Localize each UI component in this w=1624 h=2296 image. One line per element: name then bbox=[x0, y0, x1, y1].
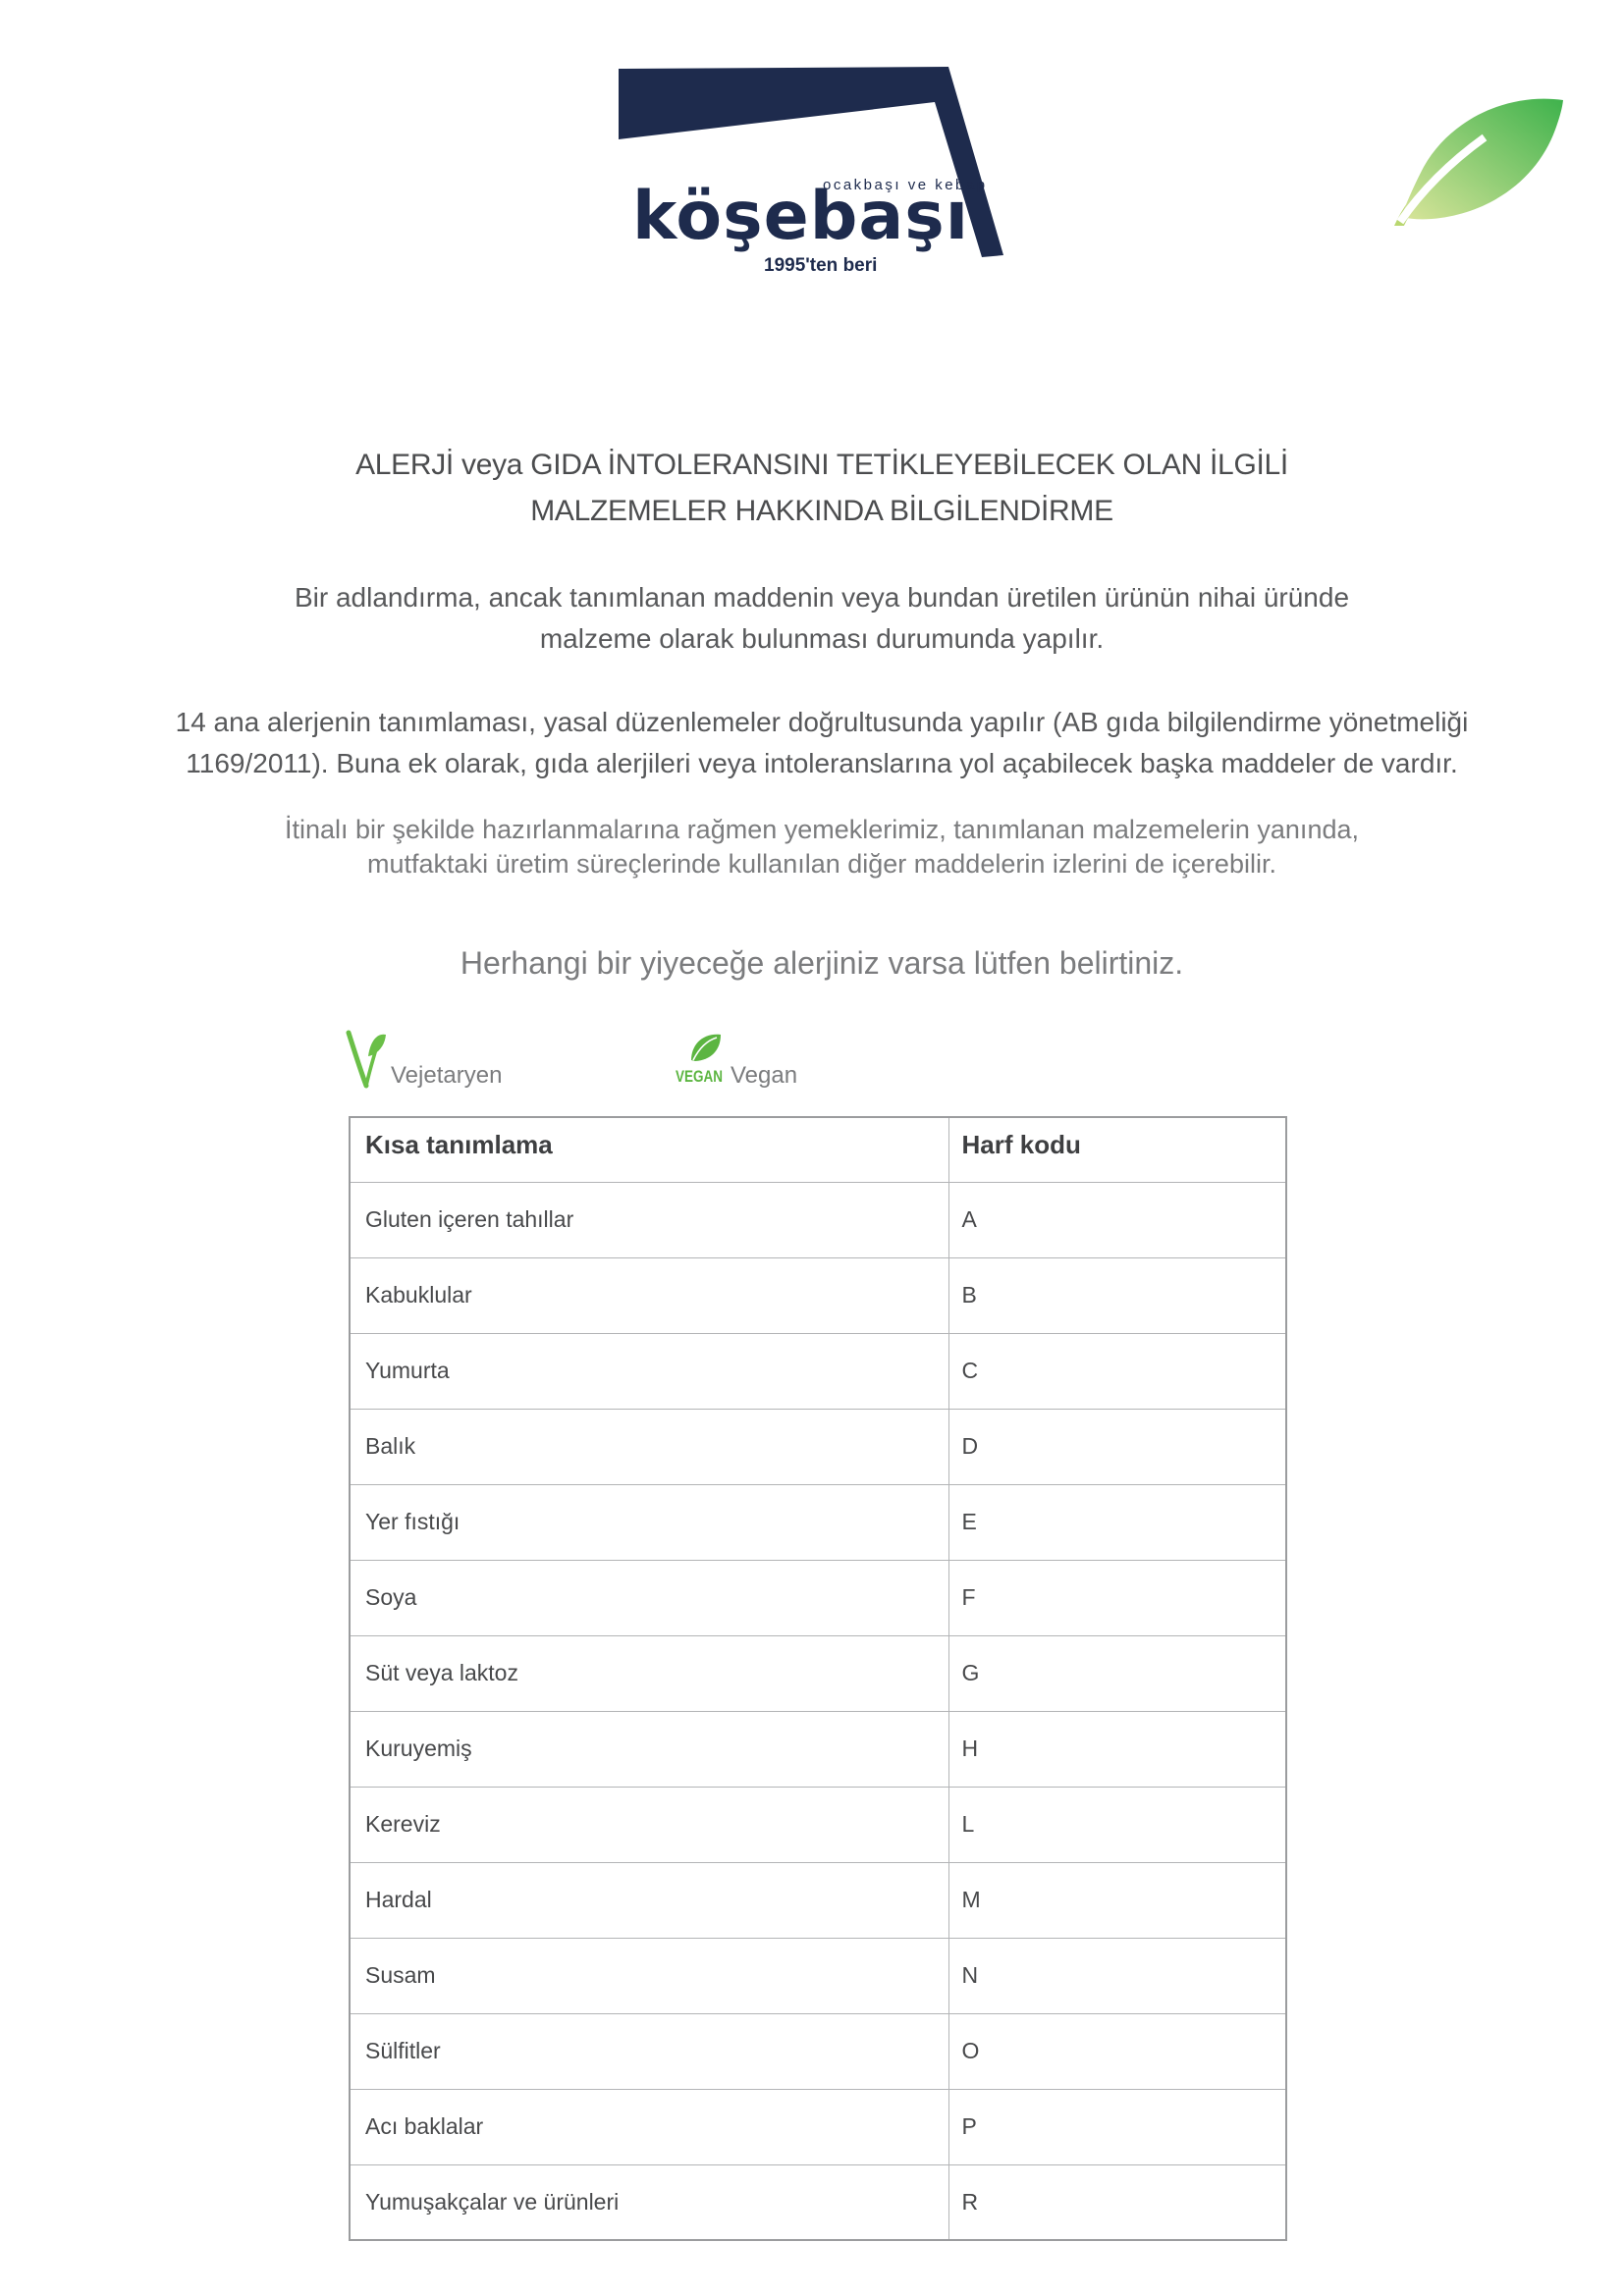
letter-code-cell: C bbox=[947, 1332, 1287, 1410]
letter-code-cell: P bbox=[947, 2088, 1287, 2165]
letter-code-cell: M bbox=[947, 1861, 1287, 1939]
table-row: Gluten içeren tahıllar A bbox=[349, 1181, 1287, 1258]
table-row: Soya F bbox=[349, 1559, 1287, 1636]
table-row: Süt veya laktoz G bbox=[349, 1634, 1287, 1712]
table-row: Yumuşakçalar ve ürünleri R bbox=[349, 2163, 1287, 2241]
kosebasi-logo: ocakbaşı ve kebap köşebaşı 1995'ten beri bbox=[617, 59, 1009, 285]
intro-paragraph-2: 14 ana alerjenin tanımlaması, yasal düze… bbox=[10, 702, 1624, 784]
allergy-prompt: Herhangi bir yiyeceğe alerjiniz varsa lü… bbox=[460, 945, 1184, 981]
letter-code-cell: O bbox=[947, 2012, 1287, 2090]
vegan-icon: VEGAN bbox=[676, 1034, 723, 1086]
allergen-name-cell: Yumurta bbox=[349, 1332, 949, 1410]
table-row: Yer fıstığı E bbox=[349, 1483, 1287, 1561]
allergen-name-cell: Hardal bbox=[349, 1861, 949, 1939]
letter-code-cell: G bbox=[947, 1634, 1287, 1712]
title-line: ALERJİ veya GIDA İNTOLERANSINI TETİKLEYE… bbox=[355, 449, 1288, 481]
vegan-badge-text: VEGAN bbox=[676, 1067, 723, 1086]
logo-brand: köşebaşı bbox=[632, 178, 970, 255]
paragraph-line: 14 ana alerjenin tanımlaması, yasal düze… bbox=[175, 707, 1469, 737]
allergen-name-cell: Gluten içeren tahıllar bbox=[349, 1181, 949, 1258]
letter-code-cell: D bbox=[947, 1408, 1287, 1485]
letter-code-cell: R bbox=[947, 2163, 1287, 2241]
paragraph-line: 1169/2011). Buna ek olarak, gıda alerjil… bbox=[186, 748, 1458, 778]
vegetarian-label: Vejetaryen bbox=[391, 1062, 503, 1089]
paragraph-line: malzeme olarak bulunması durumunda yapıl… bbox=[539, 623, 1105, 654]
letter-code-cell: F bbox=[947, 1559, 1287, 1636]
paragraph-line: Bir adlandırma, ancak tanımlanan maddeni… bbox=[294, 582, 1350, 613]
allergen-name-cell: Sülfitler bbox=[349, 2012, 949, 2090]
table-row: Sülfitler O bbox=[349, 2012, 1287, 2090]
allergen-name-cell: Balık bbox=[349, 1408, 949, 1485]
table-row: Yumurta C bbox=[349, 1332, 1287, 1410]
paragraph-line: İtinalı bir şekilde hazırlanmalarına rağ… bbox=[285, 815, 1359, 844]
leaf-icon bbox=[1394, 98, 1563, 226]
letter-code-cell: A bbox=[947, 1181, 1287, 1258]
table-row: Acı baklalar P bbox=[349, 2088, 1287, 2165]
table-row: Hardal M bbox=[349, 1861, 1287, 1939]
table-row: Kabuklular B bbox=[349, 1256, 1287, 1334]
allergen-name-cell: Kabuklular bbox=[349, 1256, 949, 1334]
table-row: Kuruyemiş H bbox=[349, 1710, 1287, 1788]
intro-paragraph-1: Bir adlandırma, ancak tanımlanan maddeni… bbox=[10, 577, 1624, 660]
vegan-label: Vegan bbox=[731, 1062, 798, 1089]
title-line: MALZEMELER HAKKINDA BİLGİLENDİRME bbox=[530, 495, 1113, 527]
intro-paragraph-3: İtinalı bir şekilde hazırlanmalarına rağ… bbox=[10, 813, 1624, 881]
allergen-name-cell: Susam bbox=[349, 1937, 949, 2014]
vegetarian-icon bbox=[346, 1030, 386, 1089]
allergen-name-cell: Yer fıstığı bbox=[349, 1483, 949, 1561]
logo-wedge-icon bbox=[619, 67, 1003, 257]
letter-code-cell: H bbox=[947, 1710, 1287, 1788]
letter-code-cell: L bbox=[947, 1786, 1287, 1863]
allergen-table: Kısa tanımlama Harf kodu Gluten içeren t… bbox=[349, 1116, 1287, 2241]
allergen-name-cell: Acı baklalar bbox=[349, 2088, 949, 2165]
table-row: Kereviz L bbox=[349, 1786, 1287, 1863]
logo-tagline: ocakbaşı ve kebap bbox=[823, 177, 988, 193]
allergen-name-cell: Soya bbox=[349, 1559, 949, 1636]
allergen-name-cell: Yumuşakçalar ve ürünleri bbox=[349, 2163, 949, 2241]
allergen-name-cell: Süt veya laktoz bbox=[349, 1634, 949, 1712]
letter-code-cell: E bbox=[947, 1483, 1287, 1561]
page-title: ALERJİ veya GIDA İNTOLERANSINI TETİKLEYE… bbox=[10, 442, 1624, 534]
paragraph-line: mutfaktaki üretim süreçlerinde kullanıla… bbox=[367, 849, 1276, 879]
letter-code-cell: B bbox=[947, 1256, 1287, 1334]
table-row: Balık D bbox=[349, 1408, 1287, 1485]
allergen-name-cell: Kuruyemiş bbox=[349, 1710, 949, 1788]
allergen-name-cell: Kereviz bbox=[349, 1786, 949, 1863]
table-row: Susam N bbox=[349, 1937, 1287, 2014]
column-header-code: Harf kodu bbox=[947, 1116, 1287, 1183]
column-header-description: Kısa tanımlama bbox=[349, 1116, 949, 1183]
table-header-row: Kısa tanımlama Harf kodu bbox=[349, 1116, 1287, 1183]
logo-since: 1995'ten beri bbox=[764, 255, 878, 276]
letter-code-cell: N bbox=[947, 1937, 1287, 2014]
